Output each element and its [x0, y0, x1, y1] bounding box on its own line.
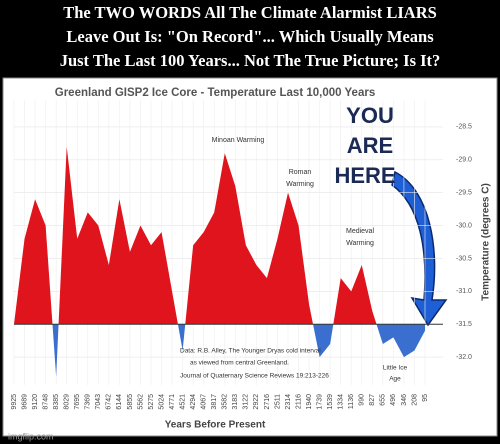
x-tick-label: 7369 — [85, 394, 92, 410]
x-tick-label: 6144 — [116, 394, 123, 410]
x-tick-label: 1136 — [348, 394, 355, 409]
x-tick-label: 346 — [401, 394, 408, 406]
annotation: Minoan Warming — [212, 137, 265, 144]
y-tick-label: -32.0 — [456, 354, 472, 361]
x-tick-label: 2511 — [274, 394, 281, 409]
y-tick-label: -31.5 — [456, 321, 472, 328]
x-tick-label: 7695 — [74, 394, 81, 410]
annotation: Warming — [286, 181, 314, 188]
x-tick-label: 5275 — [148, 394, 155, 410]
x-tick-label: 6742 — [106, 394, 113, 410]
x-tick-label: 3582 — [222, 394, 229, 410]
header-line: Just The Last 100 Years... Not The True … — [60, 51, 441, 70]
x-tick-label: 496 — [390, 394, 397, 406]
x-tick-label: 8748 — [42, 394, 49, 410]
x-tick-label: 9925 — [11, 394, 18, 410]
annotation: Roman — [289, 169, 312, 176]
x-tick-label: 4294 — [190, 394, 197, 410]
x-tick-label: 5855 — [127, 394, 134, 410]
annotation: Warming — [346, 240, 374, 247]
x-tick-label: 4067 — [201, 394, 208, 410]
x-tick-label: 9689 — [21, 394, 28, 410]
x-tick-label: 8029 — [64, 394, 71, 410]
annotation: as viewed from central Greenland. — [190, 360, 289, 367]
annotation: ARE — [347, 133, 393, 158]
y-axis-label: Temperature (degrees C) — [481, 183, 492, 301]
x-tick-label: 2116 — [295, 394, 302, 409]
x-tick-label: 208 — [411, 394, 418, 406]
x-axis-label: Years Before Present — [165, 420, 266, 431]
x-tick-label: 8385 — [53, 394, 60, 410]
header-line: The TWO WORDS All The Climate Alarmist L… — [63, 3, 437, 22]
watermark: imgflip.com — [8, 431, 54, 441]
header-line: Leave Out Is: "On Record"... Which Usual… — [66, 27, 434, 46]
area — [14, 146, 425, 377]
x-tick-label: 3183 — [232, 394, 239, 410]
x-tick-label: 2314 — [285, 394, 292, 410]
x-tick-label: 3817 — [211, 394, 218, 410]
y-tick-label: -29.0 — [456, 157, 472, 164]
x-tick-label: 1539 — [327, 394, 334, 410]
x-tick-label: 7043 — [95, 394, 102, 410]
y-tick-label: -30.5 — [456, 255, 472, 262]
x-tick-label: 827 — [369, 394, 376, 406]
arrow — [391, 170, 448, 327]
x-tick-label: 3122 — [243, 394, 250, 410]
annotation: YOU — [346, 103, 394, 128]
annotation: HERE — [334, 163, 395, 188]
annotation: Medieval — [346, 228, 374, 235]
y-tick-label: -31.0 — [456, 288, 472, 295]
x-tick-label: 655 — [380, 394, 387, 406]
x-tick-label: 2716 — [264, 394, 271, 410]
annotation: Age — [389, 376, 401, 383]
x-tick-label: 5024 — [158, 394, 165, 410]
x-tick-label: 4521 — [179, 394, 186, 410]
x-tick-label: 2922 — [253, 394, 260, 410]
x-tick-label: 9120 — [32, 394, 39, 410]
annotation: Journal of Quaternary Science Reviews 19… — [180, 373, 329, 380]
annotation: Data: R.B. Alley, The Younger Dryas cold… — [180, 348, 321, 355]
x-tick-label: 95 — [422, 394, 429, 402]
plot: -28.5 -29.0 -29.5 -30.0 -30.5 -31.0 -31.5 -32.0… — [11, 100, 472, 410]
x-tick-label: 990 — [359, 394, 366, 406]
x-tick-label: 1940 — [306, 394, 313, 410]
x-tick-label: 1334 — [338, 394, 345, 410]
chart-title: Greenland GISP2 Ice Core - Temperature L… — [55, 87, 375, 99]
x-tick-label: 5562 — [137, 394, 144, 410]
x-tick-label: 4771 — [169, 394, 176, 410]
y-tick-label: -28.5 — [456, 124, 472, 131]
y-tick-label: -29.5 — [456, 190, 472, 197]
y-tick-label: -30.0 — [456, 222, 472, 229]
x-tick-label: 1739 — [316, 394, 323, 410]
annotation: Little Ice — [383, 365, 408, 372]
